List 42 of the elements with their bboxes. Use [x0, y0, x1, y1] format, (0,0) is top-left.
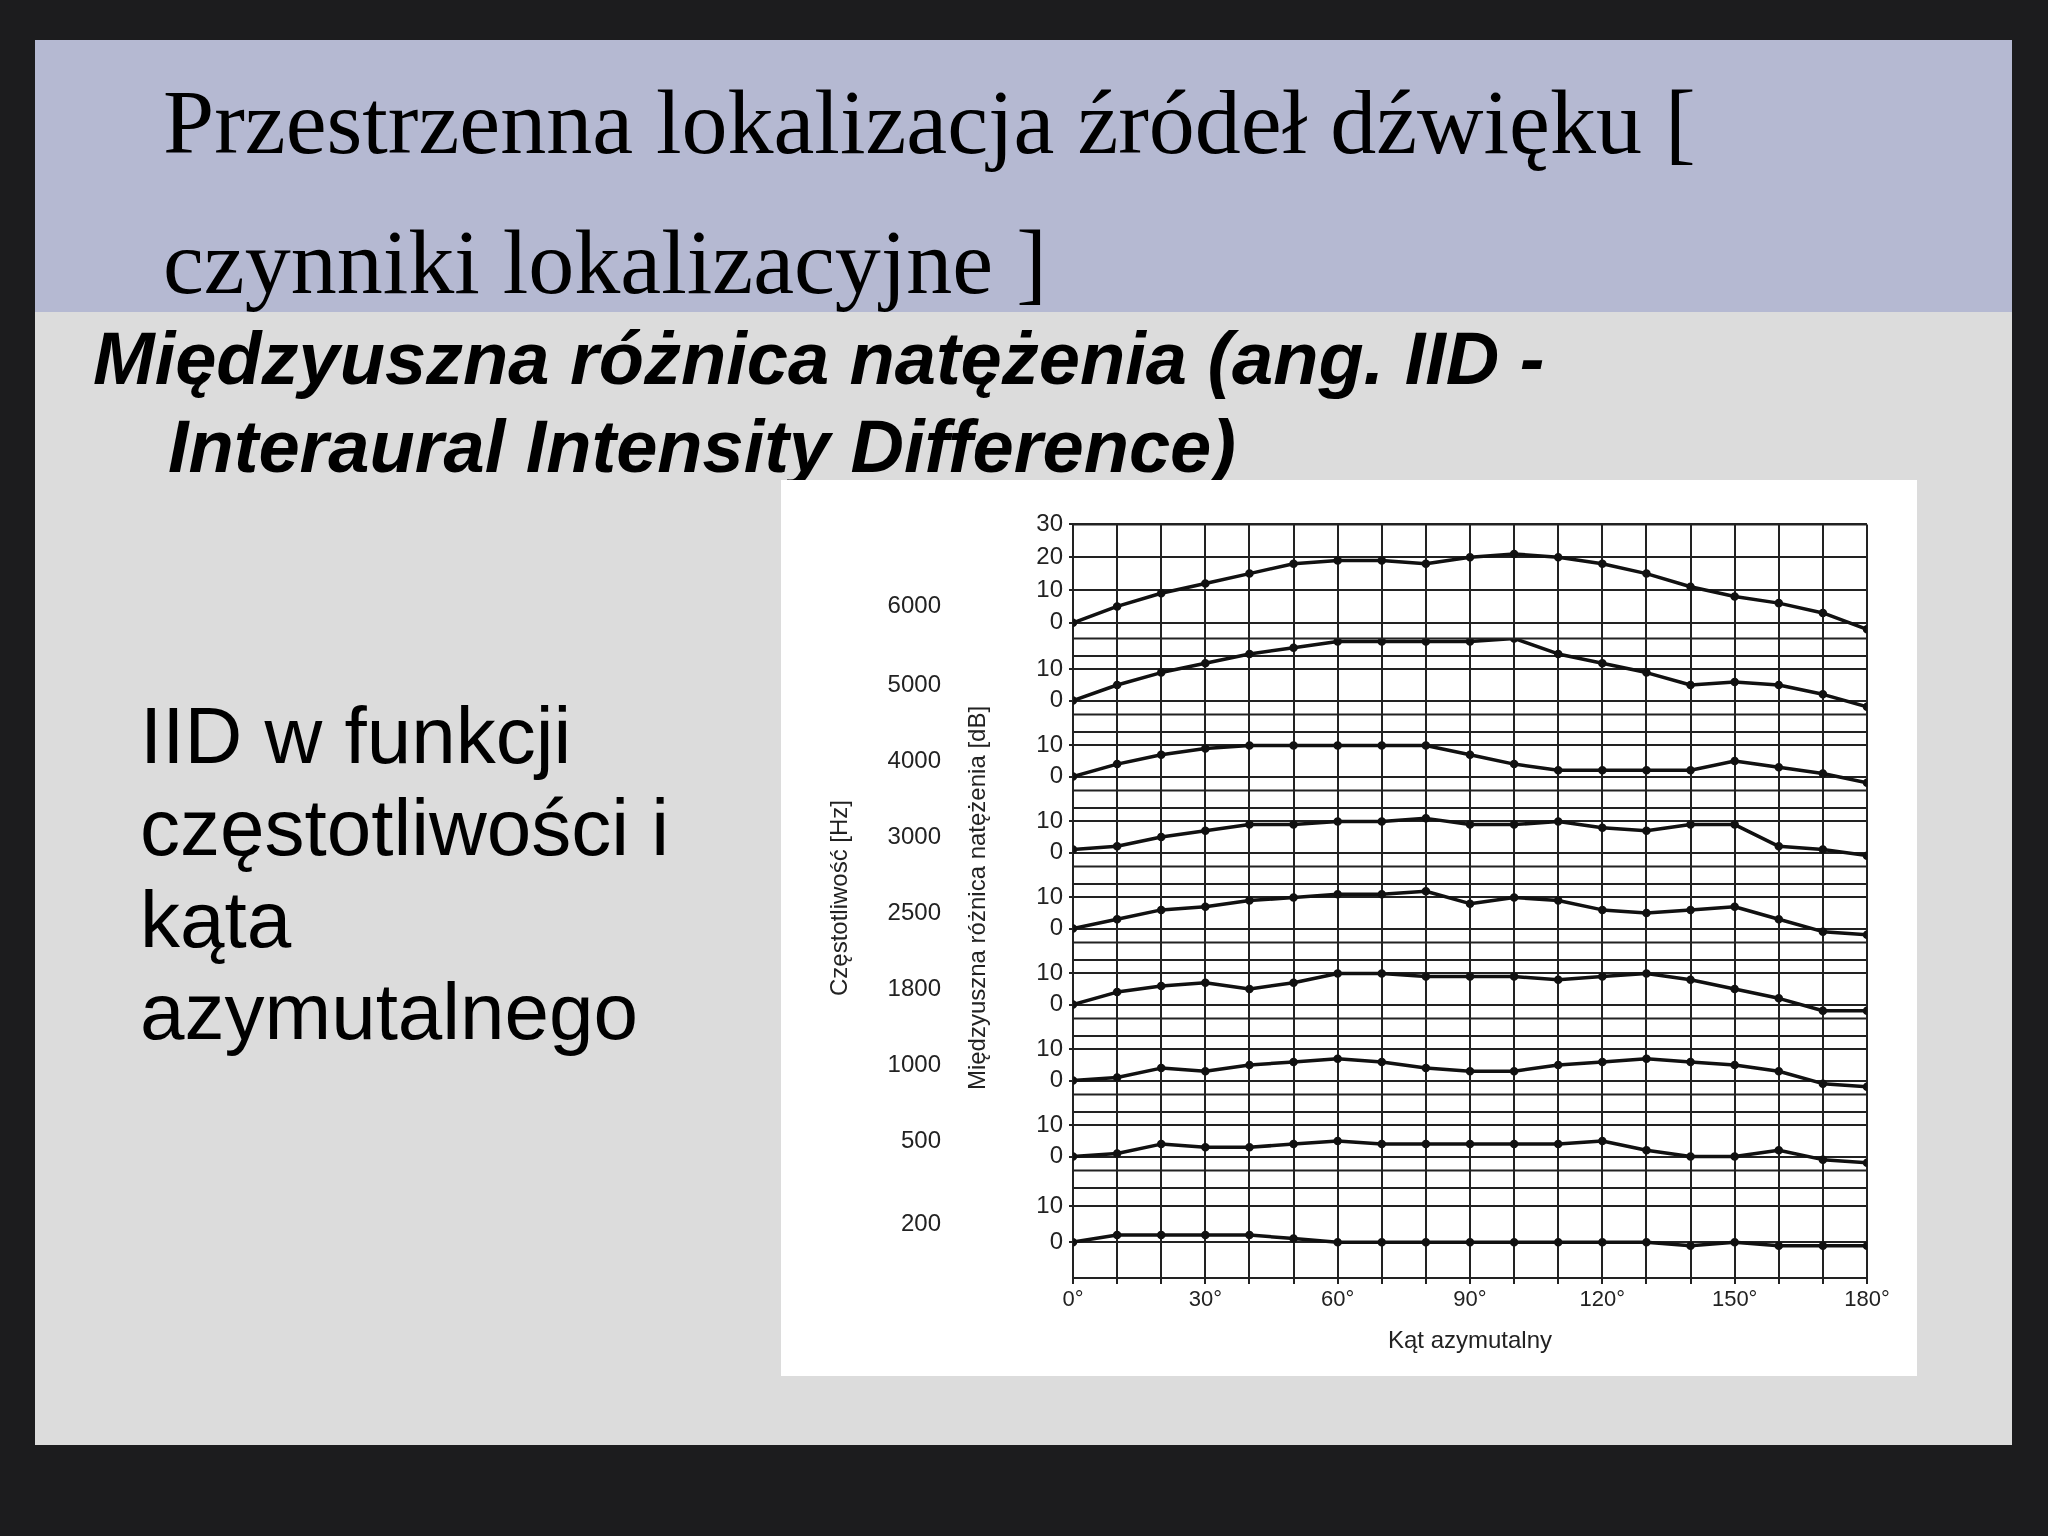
y-tick-label: 0	[1049, 607, 1063, 635]
x-tick-label: 180°	[1844, 1286, 1890, 1312]
legend-title: Częstotliwość [Hz]	[825, 799, 853, 997]
y-tick-label: 10	[1036, 958, 1063, 986]
text: 3000	[887, 821, 941, 849]
x-tick-label: 90°	[1453, 1286, 1487, 1312]
x-tick-label: 120°	[1579, 1286, 1626, 1312]
x-tick-label: 60°	[1321, 1286, 1355, 1312]
y-tick-label: 0	[1049, 1065, 1063, 1093]
y-tick-label: 10	[1036, 1110, 1063, 1138]
chart-title: Przestrzenna lokalizacja źródeł dźwięku [ czynniki lokalizacyjne ]	[163, 71, 1696, 313]
text: 1000	[887, 1049, 941, 1077]
y-tick-label: 0	[1049, 989, 1063, 1017]
y-tick-label: 0	[1049, 1226, 1063, 1254]
y-tick-label: 10	[1036, 574, 1063, 602]
y-tick-label: 0	[1049, 685, 1063, 713]
y-tick-label: 10	[1036, 1190, 1063, 1218]
text: 200	[900, 1208, 941, 1236]
y-tick-label: 30	[1036, 509, 1063, 537]
x-tick-label: 150°	[1711, 1286, 1758, 1312]
text: 500	[900, 1125, 941, 1153]
text: IID w funkcji częstotliwości i kąta azymutalnego	[140, 690, 671, 1058]
y-tick-label: 10	[1036, 654, 1063, 682]
y-tick-label: 0	[1049, 1141, 1063, 1169]
text: 5000	[887, 669, 941, 697]
y-tick-label: 10	[1036, 1034, 1063, 1062]
y-tick-label: 10	[1036, 730, 1063, 758]
x-tick-label: 0°	[1062, 1286, 1084, 1312]
text: 1800	[887, 973, 941, 1001]
y-tick-label: 10	[1036, 882, 1063, 910]
y-tick-label: 20	[1036, 541, 1063, 569]
text: 2500	[887, 897, 941, 925]
text: 6000	[887, 591, 941, 619]
y-axis-title: Międzyuszna różnica natężenia [dB]	[963, 705, 991, 1091]
y-tick-label: 0	[1049, 837, 1063, 865]
y-tick-label: 0	[1049, 913, 1063, 941]
y-tick-label: 0	[1049, 761, 1063, 789]
chart-subtitle: Międzyuszna różnica natężenia (ang. IID - Interaural Intensity Difference)	[93, 316, 1546, 490]
x-tick-label: 30°	[1188, 1286, 1222, 1312]
y-tick-label: 10	[1036, 806, 1063, 834]
text: 4000	[887, 745, 941, 773]
x-axis-title: Kąt azymutalny	[1387, 1326, 1553, 1354]
